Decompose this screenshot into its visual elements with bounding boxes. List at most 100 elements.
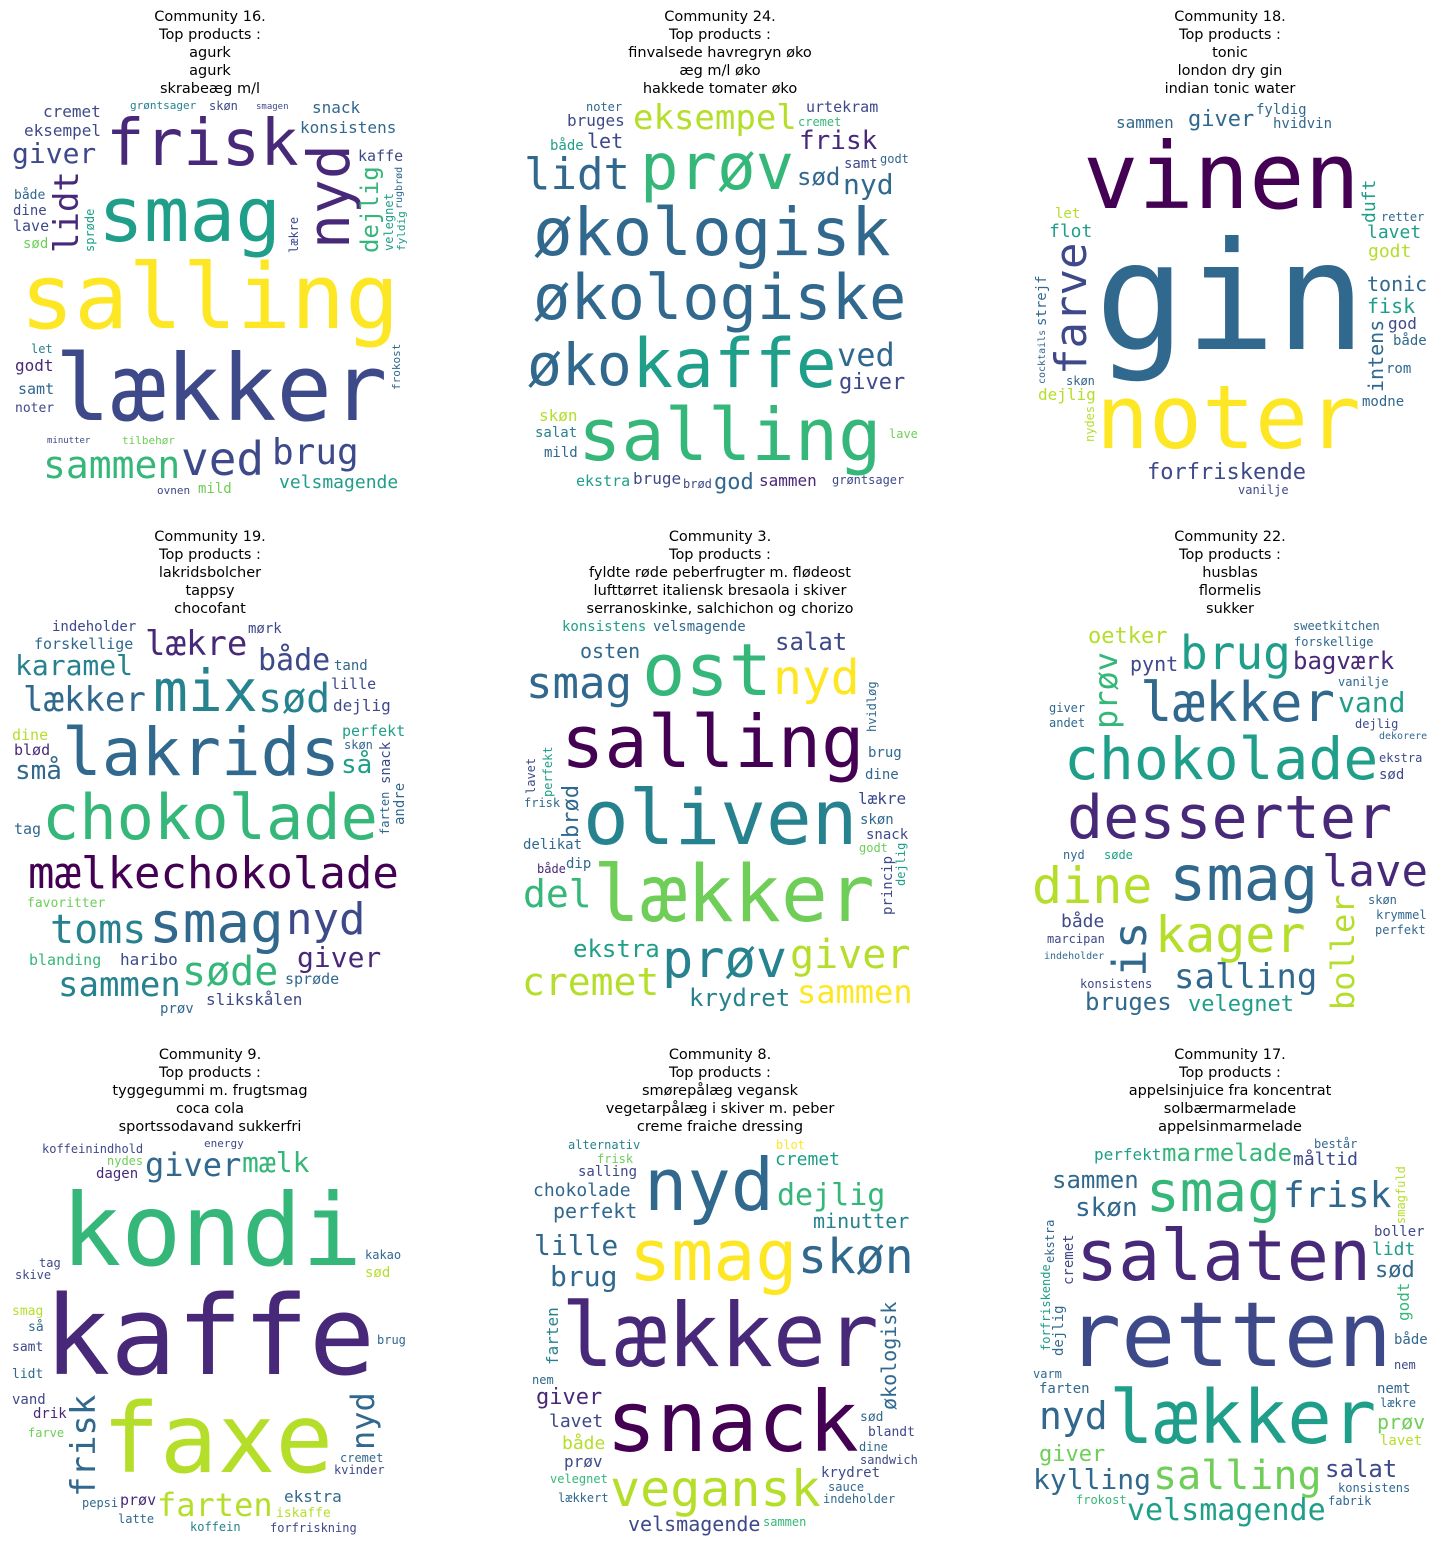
cloud-word: godt (1394, 1282, 1413, 1321)
cloud-word: cremet (775, 1149, 841, 1170)
cloud-word: mælk (242, 1146, 310, 1179)
top-products-label: Top products : (669, 27, 771, 43)
cloud-word: mild (544, 445, 578, 461)
cloud-word: boller (1374, 1224, 1425, 1240)
cloud-word: intens (1364, 319, 1388, 392)
cloud-word: sammen (1052, 1166, 1139, 1194)
cloud-word: kaffe (358, 147, 404, 165)
cloud-word: rugbrød (394, 166, 405, 209)
cloud-word: bagværk (1293, 647, 1395, 675)
cloud-word: lidt (524, 149, 630, 200)
cloud-word: retten (1067, 1283, 1393, 1388)
cloud-word: cremet (522, 960, 660, 1004)
cloud-word: frisk (64, 1394, 104, 1497)
cloud-word: dekorere (1379, 731, 1428, 742)
community-panel: Community 17. Top products : appelsinjuice… (1030, 1046, 1430, 1536)
cloud-word: snack (378, 741, 394, 784)
top-product: chocofant (174, 601, 246, 617)
community-label: Community 9. (158, 1047, 262, 1063)
community-panel: Community 19. Top products : lakridsbolche… (10, 528, 410, 1018)
cloud-word: sød (23, 236, 49, 252)
cloud-word: lækker (561, 1284, 879, 1387)
cloud-word: andre (392, 782, 408, 825)
cloud-word: gin (1095, 211, 1366, 385)
cloud-word: lækker (55, 335, 388, 442)
cloud-word: velegnet (550, 1472, 608, 1486)
cloud-word: skøn (209, 99, 238, 113)
cloud-word: består (1314, 1137, 1358, 1151)
cloud-word: kaffe (44, 1272, 376, 1400)
cloud-word: vinen (1083, 123, 1360, 230)
cloud-word: andet (1049, 716, 1086, 730)
cloud-word: retter (1381, 210, 1425, 224)
cloud-word: cremet (1061, 1234, 1077, 1285)
cloud-word: frisk (524, 796, 561, 810)
top-product: agurk (189, 63, 231, 79)
cloud-word: farten (157, 1486, 273, 1524)
cloud-word: lækker (1109, 1375, 1377, 1461)
cloud-word: små (15, 756, 62, 786)
cloud-word: konsistens (562, 619, 647, 635)
cloud-word: kondi (61, 1172, 363, 1289)
top-products-label: Top products : (669, 547, 771, 563)
cloud-word: frisk (597, 1152, 634, 1166)
cloud-word: indeholder (823, 1492, 896, 1506)
top-products-label: Top products : (1179, 1065, 1281, 1081)
cloud-word: kylling (1033, 1463, 1152, 1496)
cloud-word: smag (12, 1304, 44, 1319)
top-product: serranoskinke, salchichon og chorizo (586, 601, 854, 617)
cloud-word: prøv (662, 930, 788, 990)
cloud-word: let (1055, 206, 1081, 222)
cloud-word: lækkert (558, 1491, 609, 1505)
top-product: husblas (1202, 565, 1258, 581)
cloud-word: blandt (868, 1425, 915, 1440)
cloud-word: både (1394, 1332, 1428, 1348)
cloud-word: cocktails (1037, 329, 1048, 384)
cloud-word: smagfuld (1394, 1166, 1408, 1224)
cloud-word: giver (297, 941, 382, 974)
panel-title: Community 18. Top products : tonic london d… (1030, 8, 1430, 98)
cloud-word: lækre (858, 789, 907, 808)
top-product: tonic (1212, 45, 1248, 61)
cloud-word: kakao (365, 1248, 402, 1262)
community-panel: Community 18. Top products : tonic london d… (1030, 8, 1430, 498)
cloud-word: lækker (23, 680, 146, 720)
cloud-word: blot (776, 1138, 805, 1152)
top-product: tyggegummi m. frugtsmag (112, 1083, 308, 1099)
community-label: Community 24. (664, 9, 776, 25)
cloud-word: tonic (1367, 272, 1428, 296)
cloud-word: dine (13, 203, 47, 219)
cloud-word: sammen (43, 443, 181, 487)
cloud-word: skøn (1075, 1193, 1138, 1223)
cloud-word: strejf (1034, 275, 1050, 326)
cloud-word: giver (790, 932, 911, 978)
cloud-word: ved (181, 432, 265, 486)
cloud-word: krydret (821, 1465, 881, 1481)
cloud-word: dejlig (333, 696, 391, 715)
cloud-word: krymmel (1376, 908, 1427, 922)
cloud-word: ekstra (576, 472, 631, 490)
cloud-word: sweetkitchen (1293, 619, 1380, 633)
cloud-word: skøn (860, 812, 894, 828)
panel-title: Community 9. Top products : tyggegummi m. … (10, 1046, 410, 1136)
cloud-word: noter (586, 100, 623, 114)
top-product: lufttørret italiensk bresaola i skiver (593, 583, 847, 599)
cloud-word: nem (1394, 1358, 1416, 1372)
cloud-word: velsmagende (653, 619, 746, 635)
cloud-word: både (1061, 911, 1105, 932)
cloud-word: prøv (1087, 651, 1125, 729)
cloud-word: frisk (799, 126, 878, 156)
cloud-word: dagen (96, 1166, 139, 1182)
cloud-word: lidt (1372, 1239, 1416, 1260)
cloud-word: vand (1338, 686, 1406, 719)
cloud-word: sammen (763, 1515, 807, 1529)
cloud-word: vanilje (1338, 675, 1389, 689)
cloud-word: lille (331, 675, 377, 693)
top-product: vegetarpålæg i skiver m. peber (605, 1101, 835, 1117)
cloud-word: lidt (47, 171, 87, 253)
cloud-word: sød (797, 163, 841, 191)
top-product: solbærmarmelade (1163, 1101, 1297, 1117)
cloud-word: boller (1324, 894, 1362, 1010)
cloud-word: tag (14, 820, 42, 838)
cloud-word: ekstra (1379, 751, 1423, 765)
